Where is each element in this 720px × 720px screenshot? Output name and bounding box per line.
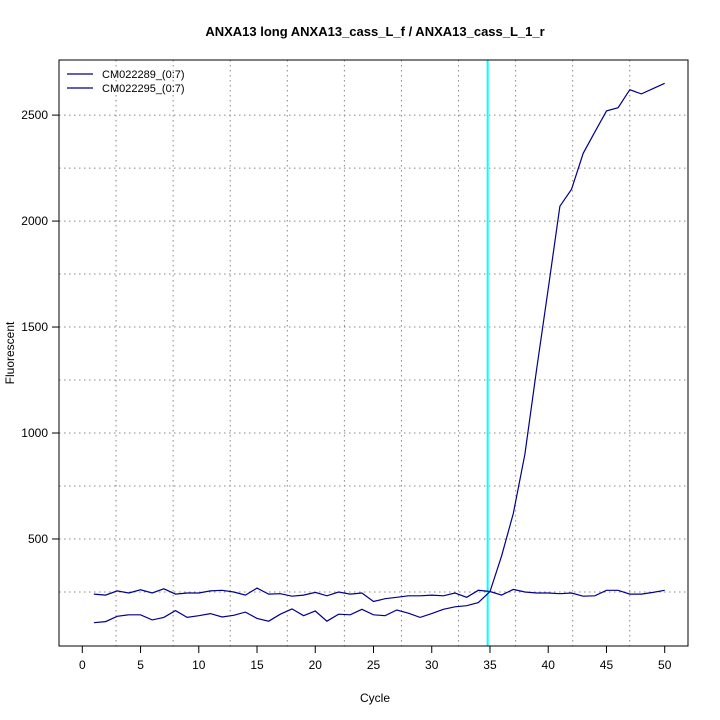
y-tick-label: 500	[28, 532, 48, 546]
grid-layer	[59, 60, 688, 646]
legend: CM022289_(0:7) CM022295_(0:7)	[67, 69, 185, 95]
x-axis-title: Cycle	[360, 691, 390, 705]
y-tick-label: 2500	[21, 108, 48, 122]
x-tick-label: 0	[79, 658, 86, 672]
axis-layer: 0 5 10 15 20 25 30 35 40 45 50 500 1000 1500 2000 2500	[21, 108, 671, 672]
x-tick-label: 25	[367, 658, 381, 672]
y-tick-label: 1500	[21, 320, 48, 334]
x-tick-label: 40	[542, 658, 556, 672]
series-layer	[93, 82, 665, 624]
x-tick-label: 20	[309, 658, 323, 672]
x-tick-label: 10	[192, 658, 206, 672]
y-axis-title: Fluorescent	[3, 321, 17, 384]
y-tick-label: 2000	[21, 214, 48, 228]
x-tick-label: 50	[658, 658, 672, 672]
series-line-1	[93, 587, 665, 603]
series-line-2	[93, 82, 665, 624]
y-tick-label: 1000	[21, 426, 48, 440]
legend-label: CM022289_(0:7)	[102, 69, 185, 81]
x-tick-label: 35	[483, 658, 497, 672]
x-tick-label: 45	[600, 658, 614, 672]
x-tick-label: 5	[137, 658, 144, 672]
plot-frame	[58, 59, 689, 647]
legend-label: CM022295_(0:7)	[102, 83, 185, 95]
x-tick-label: 15	[250, 658, 264, 672]
chart-title: ANXA13 long ANXA13_cass_L_f / ANXA13_cas…	[205, 24, 544, 39]
x-tick-label: 30	[425, 658, 439, 672]
